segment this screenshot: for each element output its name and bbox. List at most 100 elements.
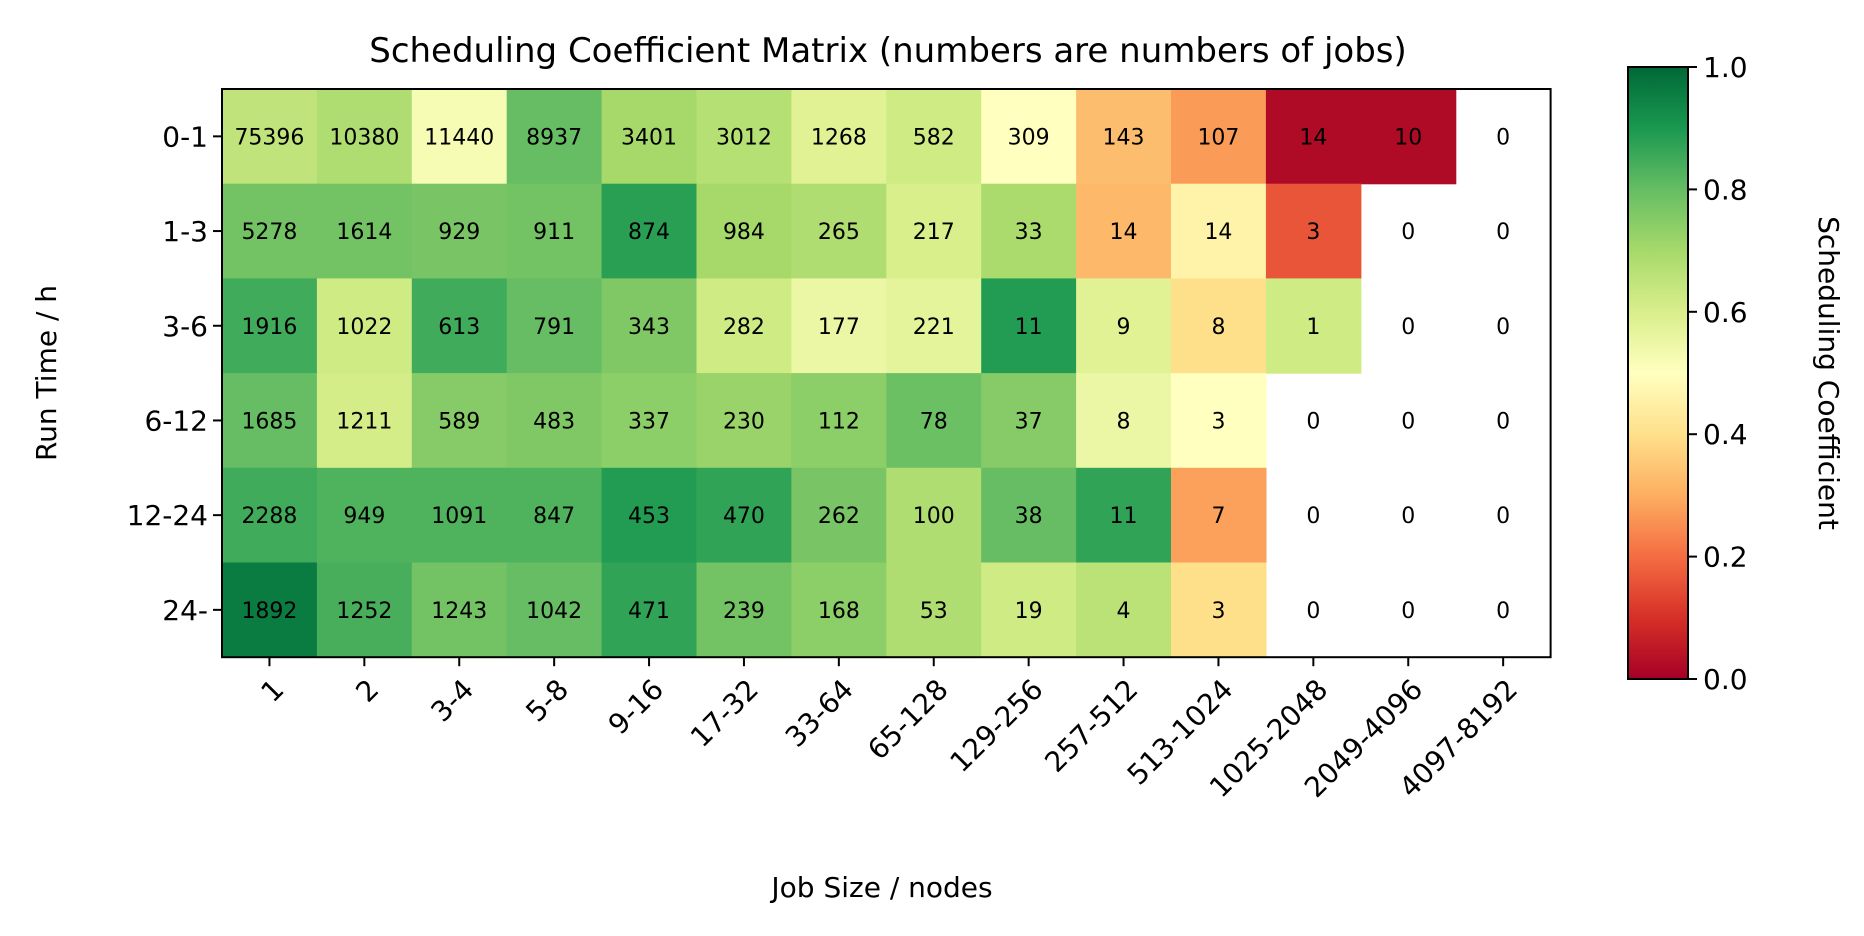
heatmap-cell [316, 183, 413, 279]
heatmap-cell [886, 373, 982, 469]
cell-count-label: 8 [1117, 409, 1131, 434]
heatmap-cell [601, 467, 698, 564]
cell-count-label: 11 [1015, 315, 1043, 340]
heatmap-cell [1171, 373, 1267, 469]
cell-count-label: 11440 [424, 125, 494, 150]
cell-count-label: 112 [818, 409, 860, 434]
colorbar-tick-label: 1.0 [1703, 51, 1748, 84]
cell-count-label: 847 [533, 504, 575, 529]
x-tick-label: 2 [349, 673, 385, 709]
heatmap-cell [1076, 89, 1172, 185]
x-tick-label: 33-64 [779, 673, 860, 754]
heatmap-cell [1171, 562, 1267, 658]
heatmap-cell [1265, 183, 1362, 279]
heatmap-cell [886, 183, 982, 279]
cell-count-label: 589 [438, 409, 480, 434]
heatmap-cell [222, 562, 318, 658]
cell-count-label: 1892 [241, 599, 297, 624]
heatmap-cell [1076, 183, 1172, 279]
heatmap-cell [601, 373, 698, 469]
heatmap-cell [981, 183, 1077, 279]
heatmap-cell [1171, 89, 1267, 185]
heatmap-cell [222, 183, 318, 279]
colorbar-tick-label: 0.6 [1703, 296, 1748, 329]
cell-count-label: 0 [1401, 409, 1415, 434]
x-axis-ticks: 1 2 3-4 5-8 9-16 17-32 33-64 65-128129-256257-5… [254, 657, 1524, 804]
colorbar-tick-label: 0.0 [1703, 663, 1748, 696]
x-tick-label: 129-256 [944, 673, 1050, 779]
heatmap-cell [222, 373, 318, 469]
heatmap-cell [411, 183, 508, 279]
cell-count-label: 9 [1117, 315, 1131, 340]
cell-count-label: 217 [913, 220, 955, 245]
heatmap-cell [696, 278, 792, 374]
cell-count-label: 33 [1015, 220, 1043, 245]
cell-count-label: 10 [1394, 125, 1422, 150]
heatmap-cell [696, 89, 792, 185]
heatmap-cell [696, 183, 792, 279]
heatmap-cell [696, 562, 792, 658]
cell-count-label: 1243 [431, 599, 487, 624]
y-axis-ticks: 0-1 1-3 3-6 6-12 12-24 24- [127, 120, 222, 627]
cell-count-label: 53 [920, 599, 948, 624]
heatmap-cell [696, 467, 792, 564]
heatmap-cell [886, 562, 982, 658]
cell-count-label: 14 [1110, 220, 1138, 245]
heatmap-cell [1076, 373, 1172, 469]
cell-count-label: 0 [1496, 125, 1510, 150]
cell-count-label: 75396 [234, 125, 304, 150]
heatmap-cell [981, 373, 1077, 469]
heatmap-cell [506, 562, 603, 658]
colorbar-tick-label: 0.8 [1703, 173, 1748, 206]
cell-count-label: 78 [920, 409, 948, 434]
heatmap-cell [411, 562, 508, 658]
cell-count-label: 3012 [716, 125, 772, 150]
cell-count-label: 1 [1306, 315, 1320, 340]
cell-count-label: 337 [628, 409, 670, 434]
cell-count-label: 984 [723, 220, 765, 245]
heatmap-cell [1171, 278, 1267, 374]
heatmap-cell [1076, 278, 1172, 374]
cell-count-label: 1685 [241, 409, 297, 434]
cell-count-label: 14 [1299, 125, 1327, 150]
cell-count-label: 0 [1496, 504, 1510, 529]
heatmap-cell [791, 183, 887, 279]
heatmap-cell [981, 562, 1077, 658]
cell-count-label: 874 [628, 220, 670, 245]
heatmap-cell [601, 89, 698, 185]
cell-count-label: 613 [438, 315, 480, 340]
heatmap-cell [1265, 278, 1362, 374]
heatmap-cell [411, 278, 508, 374]
heatmap-cells [222, 89, 1457, 658]
cell-count-label: 483 [533, 409, 575, 434]
y-tick-label: 24- [162, 594, 208, 627]
heatmap-cell [316, 373, 413, 469]
cell-count-label: 0 [1401, 315, 1415, 340]
heatmap-cell [411, 373, 508, 469]
cell-count-label: 14 [1204, 220, 1232, 245]
heatmap-cell [791, 467, 887, 564]
cell-count-label: 262 [818, 504, 860, 529]
y-tick-label: 12-24 [127, 499, 208, 532]
cell-count-label: 7 [1211, 504, 1225, 529]
heatmap-cell [316, 562, 413, 658]
heatmap-cell [791, 278, 887, 374]
cell-count-label: 1022 [336, 315, 392, 340]
heatmap-cell [222, 467, 318, 564]
heatmap-cell [506, 373, 603, 469]
cell-count-label: 453 [628, 504, 670, 529]
colorbar-tick-label: 0.4 [1703, 418, 1748, 451]
cell-count-label: 37 [1015, 409, 1043, 434]
cell-count-label: 100 [913, 504, 955, 529]
plot-frame [221, 88, 1552, 659]
cell-count-label: 0 [1306, 504, 1320, 529]
cell-count-label: 582 [913, 125, 955, 150]
heatmap-cell [791, 562, 887, 658]
cell-count-label: 221 [913, 315, 955, 340]
cell-count-label: 0 [1401, 220, 1415, 245]
cell-count-label: 8 [1211, 315, 1225, 340]
heatmap-cell [411, 89, 508, 185]
heatmap-cell [222, 89, 318, 185]
heatmap-cell [601, 562, 698, 658]
